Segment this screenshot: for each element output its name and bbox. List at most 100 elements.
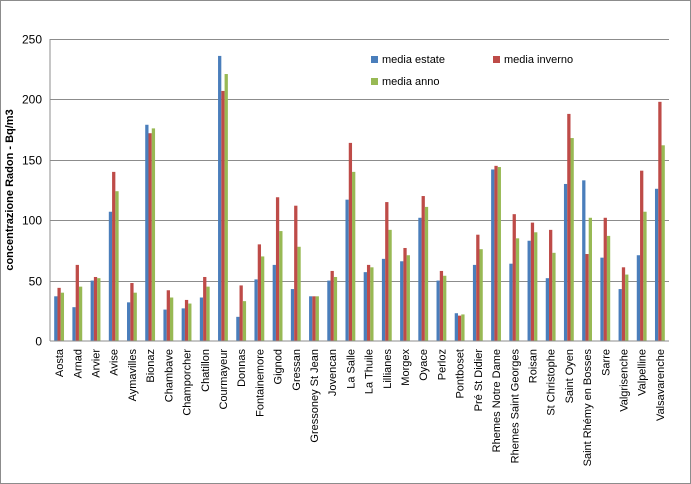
bar-media-estate-31 bbox=[618, 289, 622, 341]
bar-media-anno-24 bbox=[497, 167, 501, 341]
bar-media-estate-0 bbox=[54, 296, 58, 341]
bar-media-anno-25 bbox=[515, 238, 520, 341]
legend: media estate media inverno media anno bbox=[371, 54, 573, 88]
bar-media-estate-17 bbox=[363, 272, 367, 341]
bar-media-estate-1 bbox=[72, 307, 76, 341]
x-tick-label: Courmayeur bbox=[218, 349, 230, 410]
bar-media-estate-32 bbox=[636, 255, 641, 341]
bar-media-inverno-6 bbox=[166, 290, 170, 341]
bar-media-inverno-19 bbox=[403, 247, 407, 341]
bar-media-inverno-2 bbox=[93, 276, 98, 341]
bar-media-estate-26 bbox=[527, 240, 531, 341]
bar-media-inverno-33 bbox=[658, 101, 662, 341]
bar-media-inverno-13 bbox=[294, 205, 298, 341]
x-tick-label: Roisan bbox=[527, 349, 539, 383]
bar-media-inverno-16 bbox=[348, 142, 353, 341]
x-tick-label: Valgrisenche bbox=[618, 349, 630, 412]
bar-media-anno-10 bbox=[242, 301, 247, 341]
bar-media-estate-28 bbox=[563, 183, 568, 341]
bars-layer bbox=[54, 55, 665, 342]
bar-media-inverno-4 bbox=[130, 283, 134, 341]
x-tick-label: Donnas bbox=[236, 349, 248, 387]
x-tick-label: Lillianes bbox=[382, 349, 394, 389]
legend-label: media anno bbox=[382, 76, 440, 88]
x-tick-label: Pré St Didier bbox=[473, 349, 485, 412]
bar-media-anno-0 bbox=[60, 292, 65, 341]
bar-media-estate-13 bbox=[290, 289, 295, 341]
bar-media-estate-25 bbox=[509, 263, 513, 341]
bar-media-anno-30 bbox=[606, 235, 611, 341]
bar-media-estate-19 bbox=[400, 261, 404, 341]
legend-label: media inverno bbox=[504, 54, 573, 66]
bar-media-anno-29 bbox=[588, 217, 592, 341]
bar-media-estate-7 bbox=[181, 308, 185, 341]
bar-media-anno-32 bbox=[643, 211, 647, 341]
x-tick-label: Oyace bbox=[418, 349, 430, 381]
bar-media-estate-27 bbox=[545, 278, 550, 341]
bar-media-anno-23 bbox=[479, 249, 483, 341]
bar-media-anno-21 bbox=[443, 275, 447, 341]
bar-media-estate-29 bbox=[582, 180, 586, 341]
bar-media-estate-18 bbox=[381, 258, 386, 341]
bar-media-estate-33 bbox=[654, 188, 659, 341]
bar-media-anno-4 bbox=[133, 292, 137, 341]
bar-media-inverno-0 bbox=[57, 287, 61, 341]
x-tick-label: Perloz bbox=[436, 349, 448, 380]
bar-media-anno-7 bbox=[188, 303, 192, 341]
bar-media-anno-8 bbox=[206, 286, 210, 341]
legend-swatch bbox=[371, 78, 378, 85]
bar-media-anno-26 bbox=[534, 232, 538, 341]
bar-media-anno-14 bbox=[315, 296, 319, 341]
bar-media-estate-11 bbox=[254, 279, 258, 341]
bar-media-inverno-3 bbox=[112, 171, 116, 341]
x-tick-labels: Aosta Arnad Arvier Avise Aymavilles Bionaz Cha… bbox=[54, 348, 667, 466]
bar-media-anno-6 bbox=[169, 297, 174, 341]
x-tick-label: Aosta bbox=[54, 348, 66, 377]
bar-media-estate-3 bbox=[108, 211, 113, 341]
bar-media-estate-2 bbox=[90, 280, 94, 341]
x-tick-label: Rhemes Saint Georges bbox=[509, 349, 521, 464]
bar-media-inverno-21 bbox=[439, 270, 444, 341]
x-tick-label: Bionaz bbox=[145, 349, 157, 383]
y-tick-label: 200 bbox=[22, 93, 42, 107]
bar-media-inverno-32 bbox=[640, 170, 644, 341]
x-tick-label: Valpelline bbox=[637, 349, 649, 396]
x-tick-label: Pontboset bbox=[455, 349, 467, 399]
bar-media-inverno-1 bbox=[75, 264, 79, 341]
legend-label: media estate bbox=[382, 54, 445, 66]
bar-media-inverno-20 bbox=[421, 196, 425, 341]
bar-media-inverno-24 bbox=[494, 165, 498, 341]
bar-media-inverno-7 bbox=[184, 299, 189, 341]
x-tick-label: Sarre bbox=[600, 349, 612, 376]
bar-media-inverno-5 bbox=[148, 133, 152, 341]
bar-media-anno-20 bbox=[424, 206, 429, 341]
bar-media-anno-11 bbox=[261, 256, 265, 341]
bar-media-inverno-11 bbox=[257, 244, 262, 341]
bar-media-anno-18 bbox=[388, 229, 392, 341]
bar-media-inverno-28 bbox=[567, 113, 571, 342]
bar-media-inverno-17 bbox=[366, 264, 371, 341]
bar-media-inverno-26 bbox=[530, 222, 535, 341]
bar-media-estate-21 bbox=[436, 280, 440, 341]
bar-media-anno-22 bbox=[461, 314, 465, 341]
bar-media-inverno-9 bbox=[221, 90, 225, 341]
bar-media-anno-33 bbox=[661, 145, 665, 341]
bar-media-inverno-30 bbox=[603, 217, 607, 341]
bar-media-anno-17 bbox=[370, 267, 374, 341]
x-tick-label: Chambave bbox=[163, 349, 175, 402]
y-tick-label: 0 bbox=[35, 335, 42, 349]
bar-media-inverno-29 bbox=[585, 254, 589, 341]
bar-media-inverno-23 bbox=[476, 234, 480, 341]
bar-media-inverno-8 bbox=[203, 276, 207, 341]
bar-media-anno-3 bbox=[115, 191, 119, 341]
x-tick-label: Avise bbox=[109, 349, 121, 376]
bar-media-inverno-12 bbox=[275, 197, 280, 341]
bar-media-anno-16 bbox=[352, 171, 356, 341]
bar-media-anno-12 bbox=[279, 231, 283, 341]
bar-media-estate-30 bbox=[600, 257, 604, 341]
x-tick-label: La Thuile bbox=[364, 349, 376, 394]
x-tick-label: Champorcher bbox=[182, 349, 194, 416]
bar-media-inverno-31 bbox=[621, 267, 626, 341]
x-tick-label: Saint Rhémy en Bosses bbox=[582, 349, 594, 467]
